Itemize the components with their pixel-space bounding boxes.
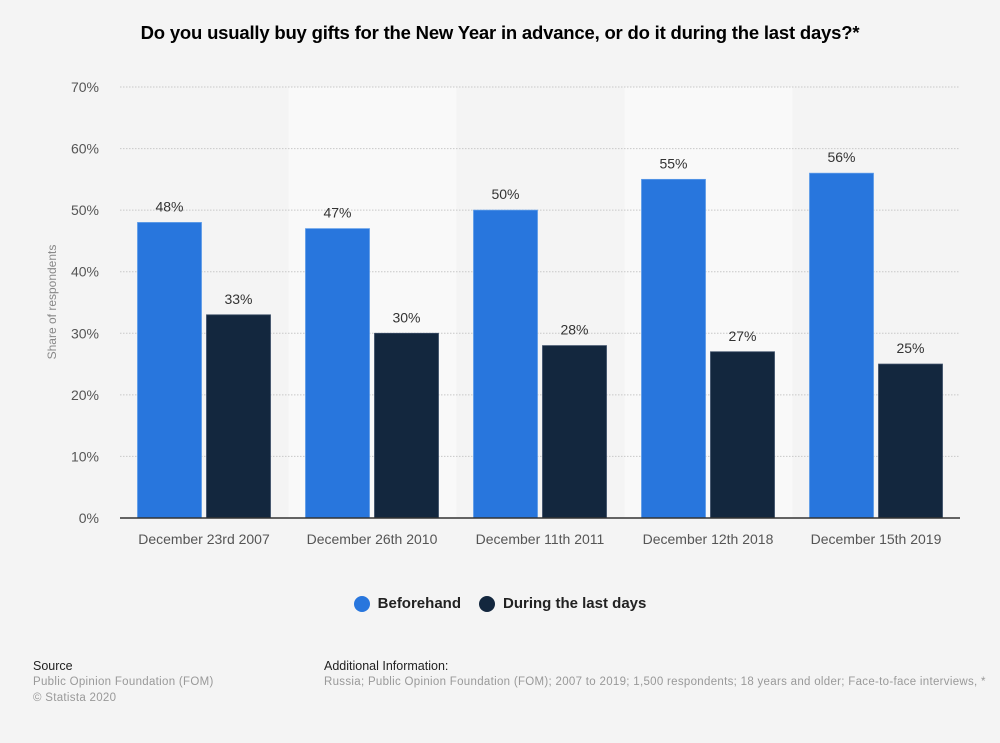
data-label: 55% [659,155,687,171]
data-label: 48% [155,198,183,214]
x-tick-label: December 26th 2010 [307,531,438,547]
y-tick-label: 20% [71,387,99,403]
legend-label: During the last days [502,595,647,612]
source-block: Source Public Opinion Foundation (FOM) ©… [33,658,214,706]
data-label: 50% [491,186,519,202]
additional-info-block: Additional Information: Russia; Public O… [324,658,1000,690]
bar-beforehand[interactable] [809,172,874,519]
data-label: 28% [560,322,588,338]
bar-chart: 0% 10% 20% 30% 40% 50% 60% 70% 48% 33% 47% 30% 50% 2… [45,79,960,547]
bar-during-last-days[interactable] [542,345,607,519]
x-tick-label: December 12th 2018 [643,531,774,547]
y-tick-label: 70% [71,79,99,95]
legend: Beforehand During the last days [0,595,1000,612]
legend-dot-beforehand-icon [353,595,370,612]
data-label: 47% [323,205,351,221]
bar-beforehand[interactable] [137,222,202,519]
bar-beforehand[interactable] [641,178,706,519]
y-axis-label: Share of respondents [45,245,59,360]
data-label: 56% [827,149,855,165]
legend-dot-during-last-days-icon [478,595,495,612]
data-label: 27% [728,328,756,344]
y-tick-label: 10% [71,448,99,464]
data-label: 30% [392,309,420,325]
bar-during-last-days[interactable] [710,351,775,519]
y-tick-label: 50% [71,202,99,218]
x-tick-label: December 11th 2011 [476,531,605,547]
x-tick-label: December 23rd 2007 [138,531,270,547]
x-tick-label: December 15th 2019 [811,531,942,547]
data-label: 25% [896,340,924,356]
y-tick-label: 0% [79,510,99,526]
source-heading: Source [33,659,73,673]
chart-title: Do you usually buy gifts for the New Yea… [140,22,860,43]
copyright-text: © Statista 2020 [33,692,117,704]
y-tick-label: 40% [71,264,99,280]
data-label: 33% [224,291,252,307]
legend-label: Beforehand [377,595,461,612]
bar-beforehand[interactable] [473,209,538,519]
bar-during-last-days[interactable] [374,332,439,519]
bar-during-last-days[interactable] [878,363,943,519]
bar-during-last-days[interactable] [206,314,271,519]
y-tick-label: 30% [71,325,99,341]
additional-info-heading: Additional Information: [324,659,449,673]
y-tick-label: 60% [71,141,99,157]
legend-item-beforehand[interactable]: Beforehand [353,595,461,612]
source-text[interactable]: Public Opinion Foundation (FOM) [33,676,214,688]
bar-beforehand[interactable] [305,228,370,519]
additional-info-text: Russia; Public Opinion Foundation (FOM);… [324,676,986,688]
legend-item-during-last-days[interactable]: During the last days [478,595,647,612]
